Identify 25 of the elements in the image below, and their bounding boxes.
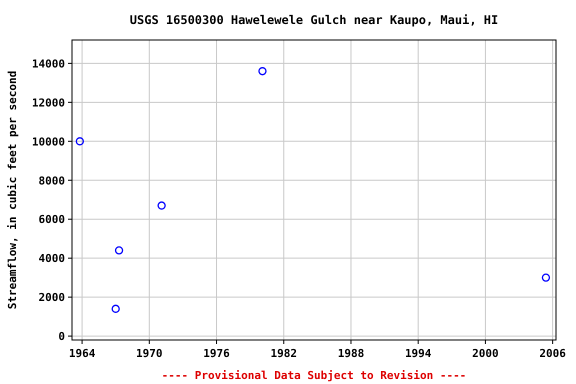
point [157,201,166,210]
y-tick-label: 4000 [38,252,65,266]
y-tick-label: 0 [58,330,65,344]
x-tick-label: 1982 [270,347,297,360]
point [112,304,120,313]
y-tick-label: 2000 [38,291,65,304]
y-tick-label: 12000 [32,96,65,110]
y-axis-title: Streamflow, in cubic feet per second [6,70,19,310]
x-tick-label: 2000 [472,347,499,360]
x-tick-label: 1964 [68,347,96,360]
point [258,67,267,76]
x-tick-label: 1970 [136,347,163,360]
text: ---- Provisional Data Subject to Revision ---- [162,369,466,382]
x-tick-label: 1994 [404,347,432,360]
y-tick-label: 6000 [38,213,65,226]
y-tick-label: 14000 [32,57,65,70]
x-tick-label: 1988 [338,347,364,360]
point [114,246,124,255]
point [542,274,550,282]
x-tick-label: 2006 [539,347,566,360]
point [76,137,84,146]
y-tick-label: 8000 [38,174,65,188]
y-tick-label: 10000 [32,135,65,148]
x-tick-label: 1976 [203,347,230,360]
chart-title: USGS 16500300 Hawelewele Gulch near Kaupo, Maui, HI [130,13,498,27]
